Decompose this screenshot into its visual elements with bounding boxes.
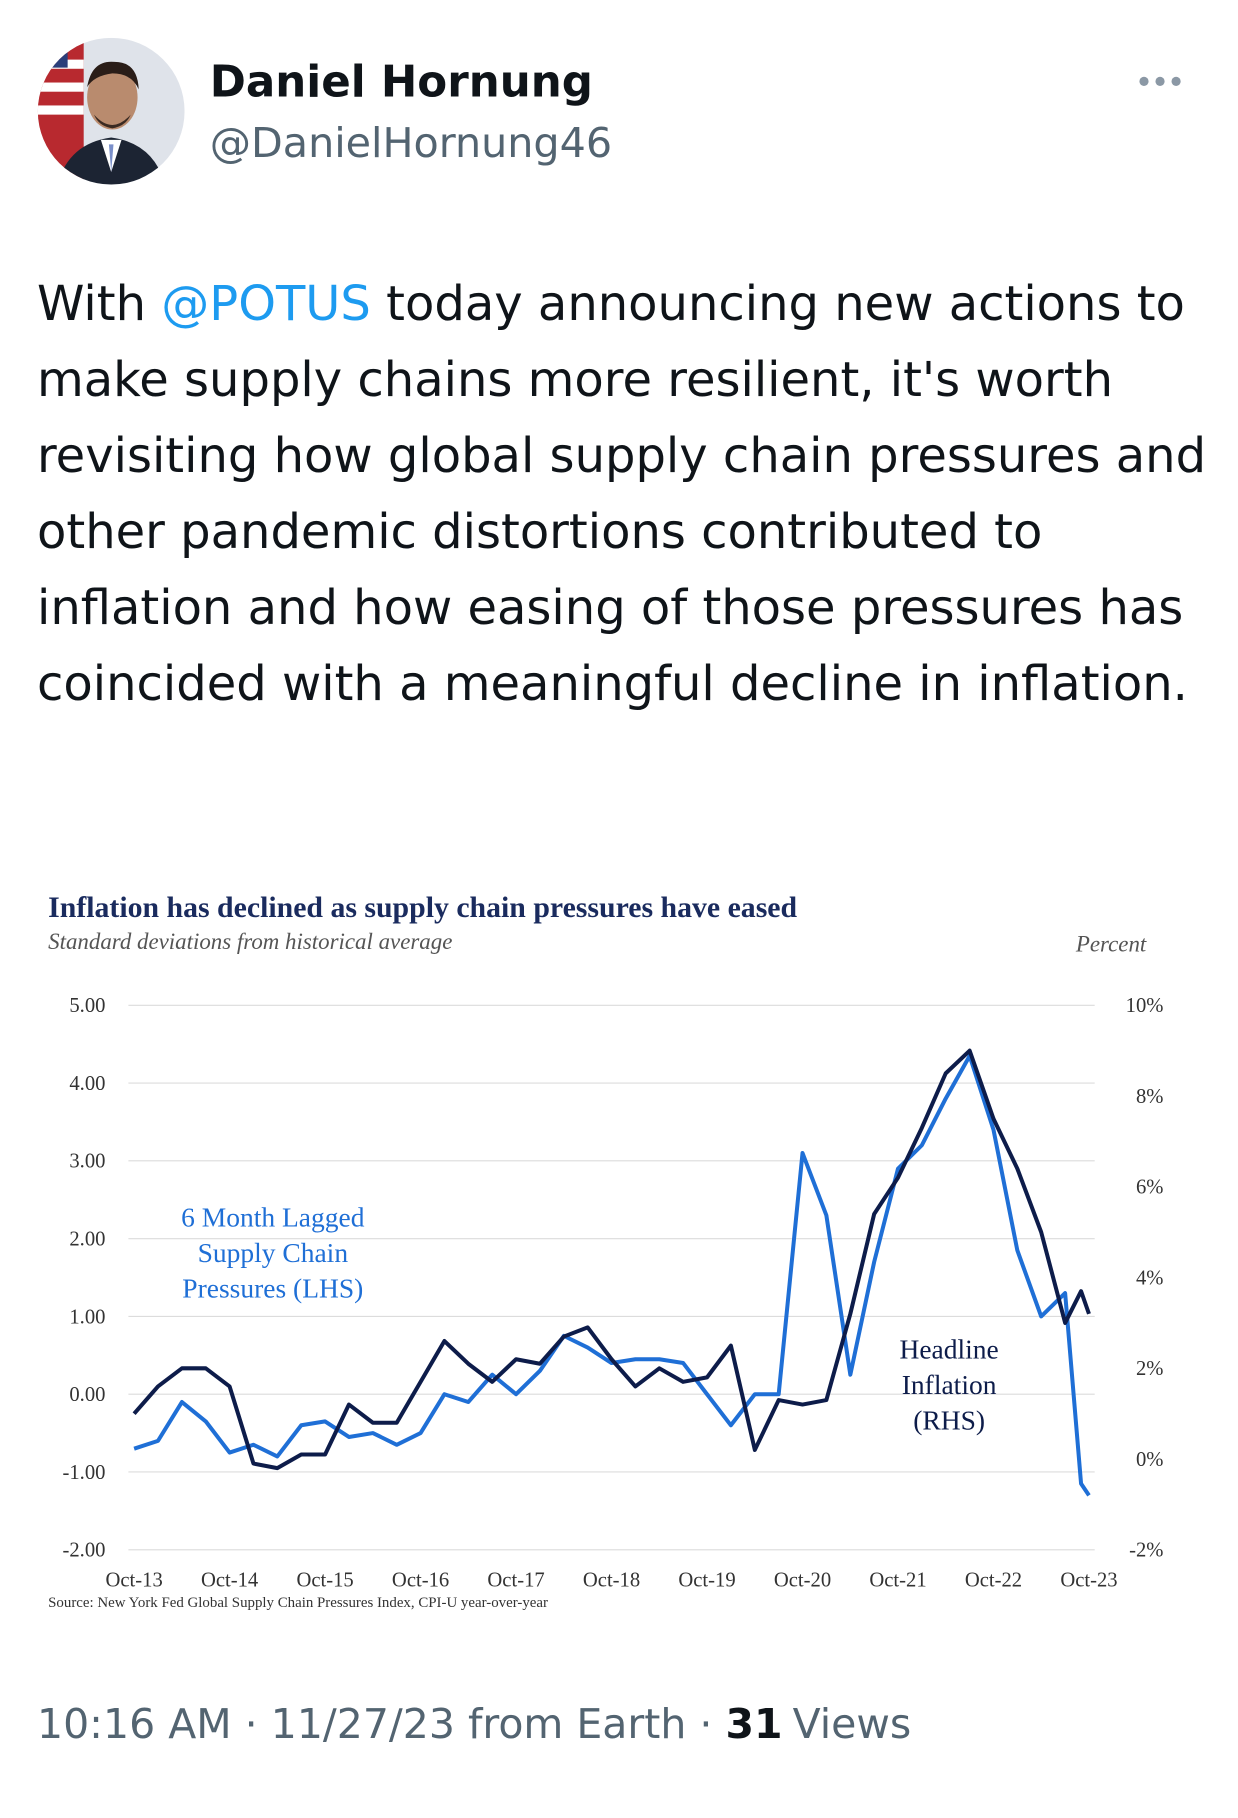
date[interactable]: 11/27/23 <box>270 1700 455 1748</box>
views-count: 31 <box>725 1700 783 1748</box>
text: today announcing new actions to make sup… <box>37 276 1207 712</box>
x-tick-label: Oct-19 <box>678 1569 735 1591</box>
y-tick-label: -1.00 <box>62 1462 105 1484</box>
x-tick-label: Oct-21 <box>869 1569 926 1591</box>
author-name[interactable]: Daniel Hornung <box>210 57 593 107</box>
chart-subtitle: Standard deviations from historical aver… <box>48 929 452 954</box>
y2-tick-label: 10% <box>1126 995 1164 1017</box>
separator: · <box>244 1700 258 1748</box>
series-annotation: (RHS) <box>913 1404 985 1435</box>
series-line <box>133 1053 1091 1497</box>
x-tick-label: Oct-20 <box>774 1569 831 1591</box>
source: from Earth <box>467 1700 687 1748</box>
y-tick-label: 3.00 <box>69 1151 105 1173</box>
x-tick-label: Oct-14 <box>201 1569 258 1591</box>
separator: · <box>699 1700 713 1748</box>
series-annotation: Supply Chain <box>198 1237 349 1268</box>
x-tick-label: Oct-13 <box>105 1569 162 1591</box>
x-tick-label: Oct-16 <box>392 1569 449 1591</box>
series-annotation: Pressures (LHS) <box>182 1273 363 1304</box>
y2-tick-label: 0% <box>1136 1449 1164 1471</box>
views-label: Views <box>792 1700 912 1748</box>
y2-tick-label: -2% <box>1129 1540 1163 1562</box>
series-annotation: Inflation <box>902 1369 997 1400</box>
y2-tick-label: 8% <box>1136 1086 1164 1108</box>
more-menu[interactable] <box>1139 76 1181 86</box>
y2-tick-label: 6% <box>1136 1177 1164 1199</box>
author-handle[interactable]: @DanielHornung46 <box>210 119 612 167</box>
time[interactable]: 10:16 AM <box>37 1700 232 1748</box>
x-tick-label: Oct-22 <box>965 1569 1022 1591</box>
y2-tick-label: 4% <box>1136 1267 1164 1289</box>
y-tick-label: 2.00 <box>69 1229 105 1251</box>
mention[interactable]: @POTUS <box>161 276 371 332</box>
x-tick-label: Oct-23 <box>1060 1569 1117 1591</box>
chart-source: Source: New York Fed Global Supply Chain… <box>48 1595 548 1611</box>
y-tick-label: 0.00 <box>69 1384 105 1406</box>
y-tick-label: 5.00 <box>69 995 105 1017</box>
y2-tick-label: 2% <box>1136 1358 1164 1380</box>
chart-title: Inflation has declined as supply chain p… <box>48 891 797 924</box>
tweet-footer: 10:16 AM · 11/27/23 from Earth · 31 Views <box>37 1700 911 1748</box>
tweet-text: With @POTUS today announcing new actions… <box>37 266 1207 722</box>
y2-axis-label: Percent <box>1075 931 1147 956</box>
series-annotation: Headline <box>899 1333 998 1364</box>
chart: Inflation has declined as supply chain p… <box>48 891 1163 1611</box>
x-tick-label: Oct-15 <box>296 1569 353 1591</box>
x-tick-label: Oct-18 <box>583 1569 640 1591</box>
x-tick-label: Oct-17 <box>487 1569 544 1591</box>
avatar[interactable] <box>37 37 185 185</box>
y-tick-label: 1.00 <box>69 1306 105 1328</box>
text: With <box>37 276 162 332</box>
series-annotation: 6 Month Lagged <box>181 1202 365 1233</box>
y-tick-label: 4.00 <box>69 1073 105 1095</box>
series-line <box>132 1048 1091 1471</box>
y-tick-label: -2.00 <box>62 1540 105 1562</box>
